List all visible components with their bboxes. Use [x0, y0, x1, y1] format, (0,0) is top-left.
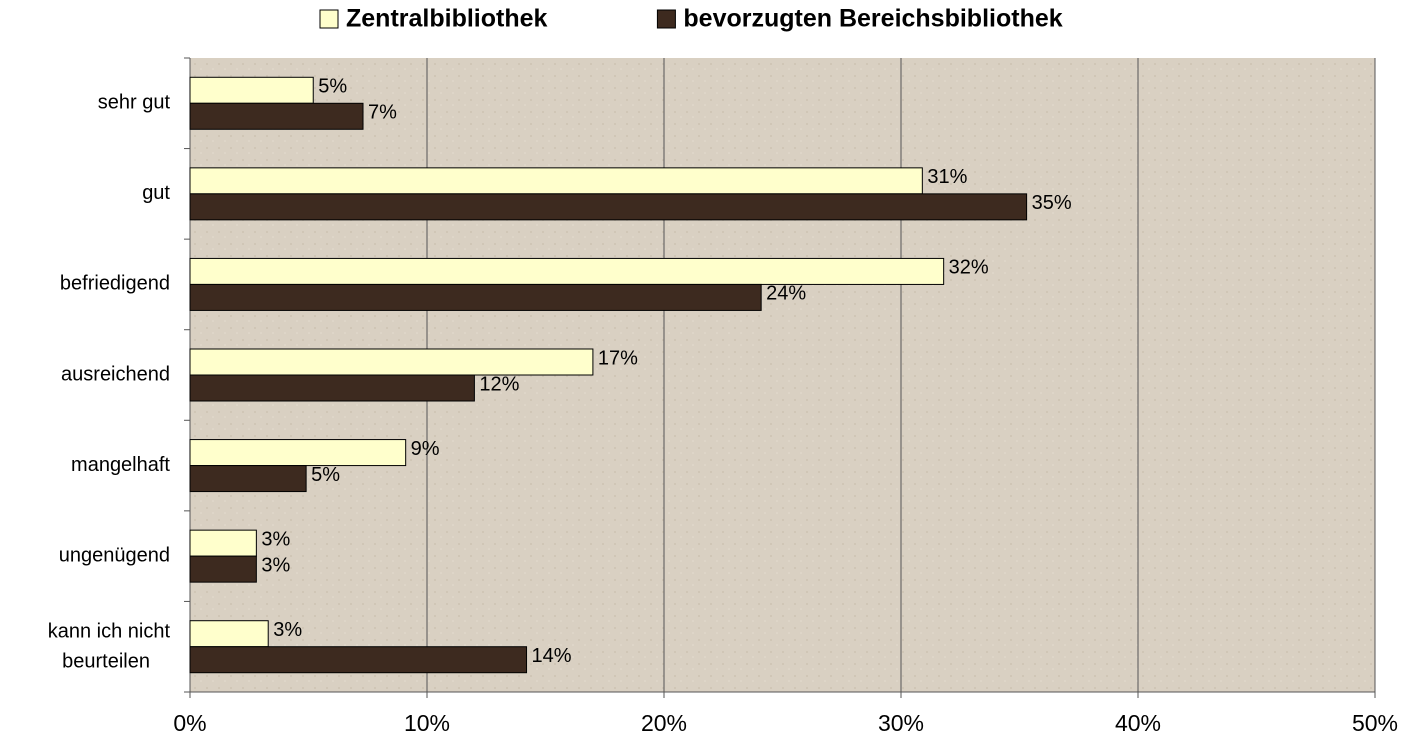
data-label: 31% [927, 166, 967, 188]
data-label: 5% [311, 464, 340, 486]
y-tick-label: sehr gut [98, 92, 171, 114]
data-label: 3% [261, 528, 290, 550]
bar [189, 348, 594, 376]
data-label: 12% [479, 373, 519, 395]
x-tick-label: 30% [878, 710, 924, 736]
data-label: 9% [411, 438, 440, 460]
data-label: 24% [766, 283, 806, 305]
bar [189, 167, 923, 195]
y-tick-label: mangelhaft [71, 454, 170, 476]
x-tick-label: 40% [1115, 710, 1161, 736]
x-tick-label: 20% [641, 710, 687, 736]
bar [189, 76, 314, 104]
data-label: 17% [598, 347, 638, 369]
legend-label: Zentralbibliothek [346, 5, 548, 33]
data-label: 5% [318, 76, 347, 98]
y-tick-label: gut [142, 182, 170, 204]
y-tick-label: ungenügend [59, 544, 170, 566]
x-tick-label: 50% [1352, 710, 1398, 736]
bar [189, 646, 528, 674]
bar [189, 439, 407, 467]
legend: Zentralbibliothek bevorzugten Bereichsbib… [319, 5, 1063, 33]
data-label: 7% [368, 102, 397, 124]
bar [189, 193, 1028, 221]
bar [189, 620, 269, 648]
bar [189, 465, 307, 493]
bar [189, 555, 257, 583]
data-label: 32% [949, 257, 989, 279]
bar [189, 102, 364, 130]
data-label: 3% [273, 619, 302, 641]
legend-swatch [656, 9, 676, 29]
bar [189, 283, 762, 311]
data-label: 35% [1032, 192, 1072, 214]
x-tick-label: 10% [404, 710, 450, 736]
bar [189, 374, 475, 402]
legend-swatch [319, 9, 339, 29]
y-tick-label: kann ich nicht beurteilen [48, 621, 171, 673]
legend-label: bevorzugten Bereichsbibliothek [683, 5, 1062, 33]
bar [189, 257, 945, 285]
y-tick-label: befriedigend [60, 273, 170, 295]
bar [189, 529, 257, 557]
data-label: 14% [532, 645, 572, 667]
data-label: 3% [261, 554, 290, 576]
x-tick-label: 0% [173, 710, 206, 736]
y-tick-label: ausreichend [61, 363, 170, 385]
